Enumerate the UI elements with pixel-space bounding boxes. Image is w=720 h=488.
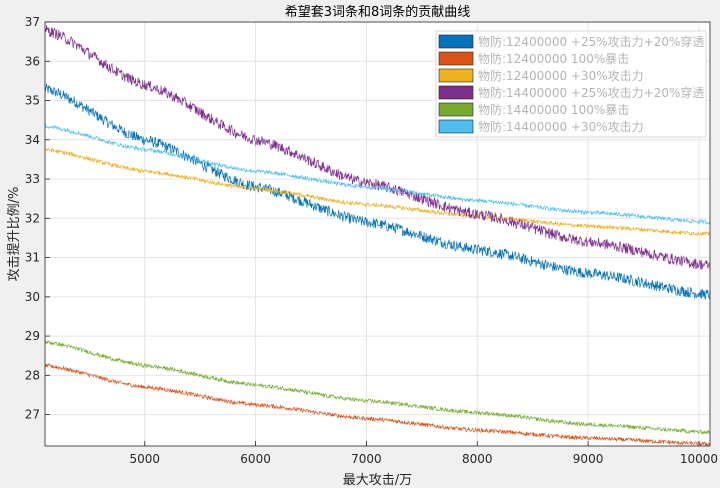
y-tick-label: 31	[25, 251, 40, 265]
axes-box	[44, 21, 711, 447]
legend-entry: 物防:12400000 100%暴击	[478, 51, 629, 66]
ticks: 5000 6000 7000 8000 9000 10000 27 28 29 30 31 32 33 3…	[25, 15, 718, 466]
series-layer	[44, 24, 711, 447]
legend-entry: 物防:12400000 +25%攻击力+20%穿透	[478, 34, 704, 49]
series-line-6	[44, 123, 711, 226]
x-tick-label: 10000	[680, 452, 718, 466]
y-tick-label: 32	[25, 211, 40, 225]
legend-box	[435, 30, 707, 138]
legend-entry: 物防:12400000 +30%攻击力	[478, 68, 644, 83]
x-tick-label: 7000	[351, 452, 382, 466]
x-axis-title: 最大攻击/万	[343, 473, 412, 488]
legend-swatch	[438, 102, 474, 117]
series-line-2	[44, 363, 711, 447]
legend-swatch	[438, 119, 474, 134]
legend-entry: 物防:14400000 +25%攻击力+20%穿透	[478, 85, 704, 100]
legend-entry: 物防:14400000 100%暴击	[478, 102, 629, 117]
legend-swatch	[438, 51, 474, 66]
chart-title: 希望套3词条和8词条的贡献曲线	[285, 4, 471, 20]
y-tick-label: 33	[25, 172, 40, 186]
legend-entry: 物防:14400000 +30%攻击力	[478, 119, 644, 134]
y-tick-label: 34	[25, 133, 40, 147]
y-tick-label: 37	[25, 15, 40, 29]
grid	[45, 21, 710, 446]
x-tick-label: 6000	[240, 452, 271, 466]
y-tick-label: 36	[25, 54, 40, 68]
x-tick-label: 9000	[573, 452, 604, 466]
x-tick-label: 8000	[462, 452, 493, 466]
y-tick-label: 28	[25, 368, 40, 382]
y-tick-label: 35	[25, 94, 40, 108]
y-tick-label: 30	[25, 290, 40, 304]
y-tick-label: 29	[25, 329, 40, 343]
legend-swatch	[438, 34, 474, 49]
y-tick-label: 27	[25, 408, 40, 422]
x-tick-label: 5000	[129, 452, 160, 466]
legend-swatch	[438, 68, 474, 83]
legend-swatch	[438, 85, 474, 100]
series-line-5	[44, 340, 711, 435]
y-axis-title: 攻击提升比例/%	[6, 187, 22, 282]
series-line-3	[44, 147, 711, 237]
series-line-1	[44, 83, 711, 300]
series-line-4	[44, 24, 711, 271]
